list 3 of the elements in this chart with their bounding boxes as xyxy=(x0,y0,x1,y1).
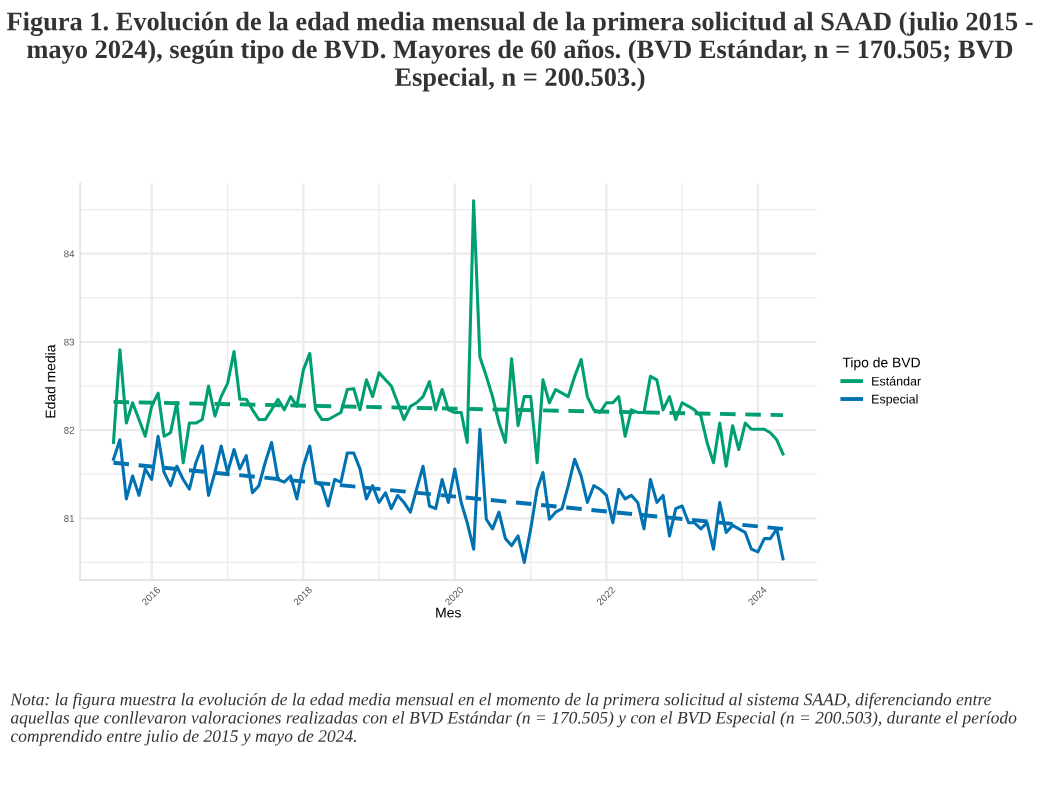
line-series xyxy=(111,199,785,468)
chart-title: Figura 1. Evolución de la edad media mensual de la primera solicitud al SAAD (julio 2015 - mayo 2024), según tipo de BVD. Mayores de 60 años. (BVD Estándar, n = 170.505; BVD Especial, n = 200.503.) xyxy=(6,11,1033,92)
text: Nota: la figura muestra la evolución de la edad media mensual en el momento de la primera solicitud al sistema SAAD, diferenciando entre aquellas que conllevaron valoraciones realizadas con el BVD Estándar (n = 170.505) y con el BVD Especial (n = 200.503), durante el período comprendido entre julio de 2015 y mayo de 2024. xyxy=(10,692,1017,746)
